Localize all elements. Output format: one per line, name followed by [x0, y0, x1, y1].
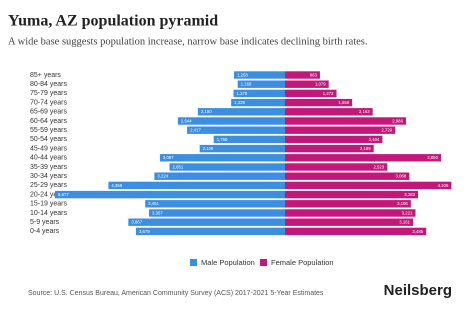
bar: [148, 209, 285, 217]
chart-title: Yuma, AZ population pyramid: [8, 13, 218, 30]
value-label: 1,079: [315, 82, 326, 87]
value-label: 1,258: [237, 72, 248, 77]
value-label: 3,224: [157, 174, 168, 179]
value-label: 2,720: [381, 128, 392, 133]
category-label: 25-29 years: [30, 182, 67, 189]
bar: [285, 209, 416, 217]
category-label: 35-39 years: [30, 164, 67, 171]
value-label: 3,850: [427, 155, 438, 160]
value-label: 1,658: [338, 100, 349, 105]
value-label: 2,851: [172, 164, 183, 169]
legend-swatch: [190, 259, 197, 266]
bar: [154, 172, 285, 180]
category-label: 15-19 years: [30, 201, 67, 208]
source-note: Source: U.S. Census Bureau, American Com…: [28, 290, 324, 297]
chart-subtitle: A wide base suggests population increase…: [8, 36, 368, 47]
value-label: 3,068: [396, 174, 407, 179]
category-label: 30-34 years: [30, 173, 67, 180]
value-label: 2,106: [203, 146, 214, 151]
bar: [285, 200, 411, 208]
legend-swatch: [260, 259, 267, 266]
bar: [187, 126, 285, 134]
category-label: 0-4 years: [30, 228, 60, 235]
bar: [108, 181, 285, 190]
bar: [233, 89, 285, 98]
value-label: 3,283: [404, 192, 415, 197]
bar: [128, 218, 285, 226]
value-label: 3,161: [399, 220, 410, 225]
category-label: 5-9 years: [30, 219, 60, 226]
value-label: 1,760: [217, 137, 228, 142]
category-label: 60-64 years: [30, 118, 67, 125]
value-label: 3,679: [139, 229, 150, 234]
bar: [285, 190, 419, 199]
bar: [285, 227, 427, 236]
category-label: 80-84 years: [30, 81, 67, 88]
category-label: 65-69 years: [30, 109, 67, 116]
value-label: 3,485: [412, 229, 423, 234]
brand: Neilsberg: [384, 282, 452, 299]
value-label: 3,867: [131, 220, 142, 225]
value-label: 2,404: [369, 137, 380, 142]
bar: [285, 89, 337, 98]
legend-label: Male Population: [201, 258, 255, 267]
bar: [285, 218, 414, 226]
bar: [237, 80, 285, 88]
category-label: 75-79 years: [30, 90, 67, 97]
value-label: 2,417: [190, 128, 201, 133]
bar: [213, 135, 285, 144]
value-label: 3,357: [152, 210, 163, 215]
bar: [169, 163, 285, 171]
bar: [234, 71, 285, 79]
value-label: 1,272: [323, 91, 334, 96]
bar: [285, 181, 452, 190]
category-label: 45-49 years: [30, 145, 67, 152]
bar: [285, 126, 396, 134]
value-label: 2,163: [359, 109, 370, 114]
bar: [145, 200, 285, 208]
value-label: 2,644: [181, 118, 192, 123]
category-label: 20-24 years: [30, 191, 67, 198]
value-label: 3,451: [148, 201, 159, 206]
value-label: 1,168: [241, 82, 252, 87]
bar: [285, 80, 329, 88]
value-label: 1,329: [234, 100, 245, 105]
bar: [135, 227, 285, 236]
value-label: 3,087: [163, 155, 174, 160]
value-label: 3,221: [402, 210, 413, 215]
category-label: 10-14 years: [30, 210, 67, 217]
value-label: 2,523: [373, 164, 384, 169]
bar: [231, 98, 285, 107]
value-label: 863: [310, 72, 318, 77]
category-label: 40-44 years: [30, 155, 67, 162]
bar: [159, 154, 285, 162]
category-label: 85+ years: [30, 72, 61, 79]
bar: [199, 144, 285, 153]
value-label: 2,986: [392, 118, 403, 123]
category-label: 50-54 years: [30, 136, 67, 143]
bar: [285, 172, 410, 180]
bar: [197, 108, 285, 116]
legend-label: Female Population: [271, 258, 334, 267]
bar: [285, 163, 388, 171]
value-label: 2,150: [201, 109, 212, 114]
bar: [55, 190, 285, 199]
bar: [285, 144, 374, 153]
value-label: 4,106: [438, 183, 449, 188]
value-label: 3,106: [397, 201, 408, 206]
bar: [285, 98, 353, 107]
category-label: 70-74 years: [30, 99, 67, 106]
value-label: 4,359: [111, 183, 122, 188]
bar: [285, 154, 441, 162]
value-label: 2,189: [360, 146, 371, 151]
bar: [285, 108, 373, 116]
bar: [177, 117, 285, 125]
bar: [285, 117, 406, 125]
value-label: 5,677: [58, 192, 69, 197]
bar: [285, 71, 320, 79]
value-label: 1,270: [237, 91, 248, 96]
category-label: 55-59 years: [30, 127, 67, 134]
bar: [285, 135, 383, 144]
